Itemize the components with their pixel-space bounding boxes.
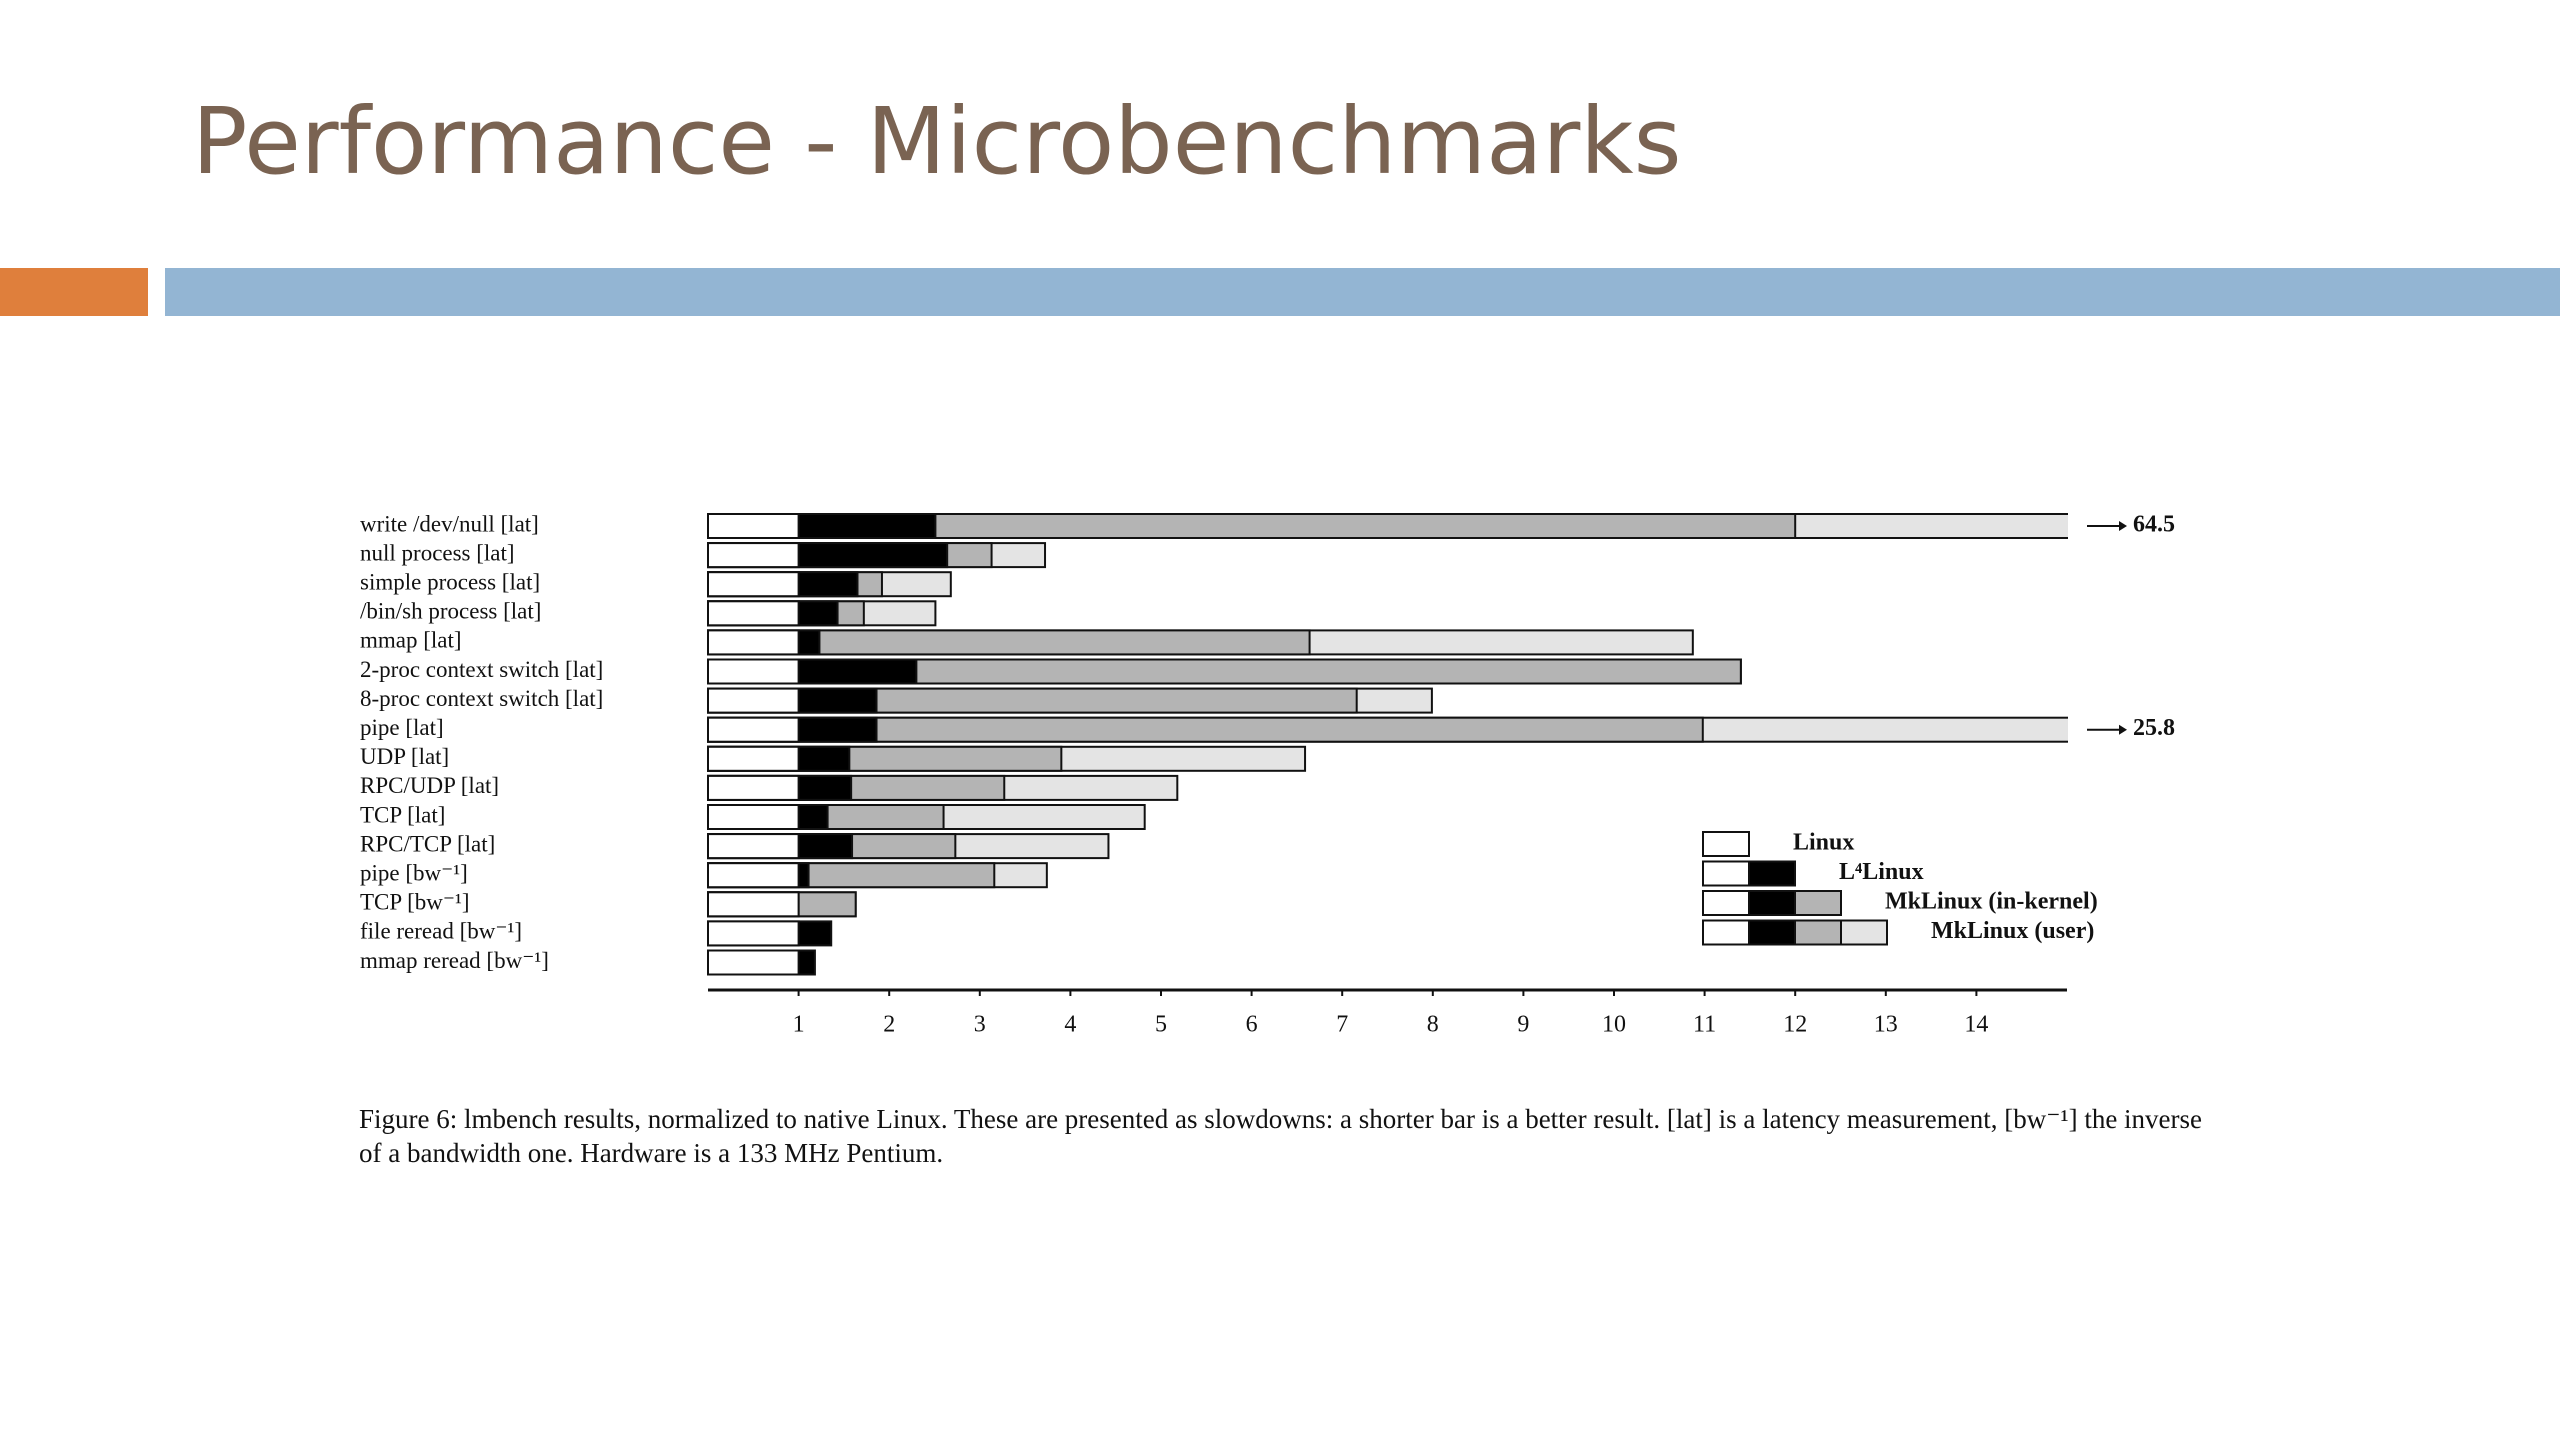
x-tick-label: 14 (1964, 1012, 1988, 1038)
bar (707, 687, 800, 714)
x-tick-label: 9 (1517, 1012, 1529, 1038)
x-tick-label: 6 (1246, 1012, 1258, 1038)
y-tick-label: 8-proc context switch [lat] (360, 686, 603, 711)
legend-swatch (1702, 831, 1750, 857)
bar (707, 629, 800, 656)
x-tick-label: 10 (1602, 1012, 1626, 1038)
y-tick-label: mmap reread [bw⁻¹] (360, 948, 549, 973)
bar (707, 833, 800, 860)
x-tick-label: 13 (1874, 1012, 1898, 1038)
legend-swatch (1794, 890, 1842, 916)
legend-swatch (1748, 860, 1796, 887)
x-tick-label: 1 (793, 1012, 805, 1038)
legend-label: MkLinux (in-kernel) (1885, 889, 2098, 915)
y-tick-label: 2-proc context switch [lat] (360, 657, 603, 682)
y-tick-label: /bin/sh process [lat] (360, 599, 541, 624)
legend-swatch (1748, 919, 1796, 946)
y-tick-label: UDP [lat] (360, 744, 449, 769)
legend-swatch (1702, 890, 1750, 916)
bar (707, 804, 800, 830)
y-tick-label: RPC/UDP [lat] (360, 773, 499, 798)
y-tick-label: mmap [lat] (360, 628, 462, 653)
y-tick-label: TCP [bw⁻¹] (360, 890, 470, 915)
y-tick-label: TCP [lat] (360, 802, 445, 827)
x-tick-label: 3 (974, 1012, 986, 1038)
bar (707, 949, 800, 976)
y-tick-label: simple process [lat] (360, 569, 540, 594)
y-tick-label: file reread [bw⁻¹] (360, 919, 522, 944)
slide-title: Performance - Microbenchmarks (192, 88, 1682, 195)
bar (707, 571, 800, 598)
overflow-arrowhead (2119, 724, 2127, 735)
plot-area (707, 513, 2068, 976)
x-tick-label: 8 (1427, 1012, 1439, 1038)
accent-bar (0, 268, 148, 316)
legend-label: L⁴Linux (1839, 859, 1924, 885)
x-tick-label: 11 (1693, 1012, 1716, 1038)
x-tick-label: 7 (1336, 1012, 1348, 1038)
bar (707, 542, 800, 569)
overflow-arrowhead (2119, 521, 2127, 531)
bar (707, 716, 800, 743)
bar (707, 891, 800, 918)
y-tick-label: pipe [bw⁻¹] (360, 860, 468, 885)
bar (707, 600, 800, 627)
legend-swatch (1702, 860, 1750, 887)
bar (707, 774, 800, 801)
caption: Figure 6: lmbench results, normalized to… (359, 1104, 2203, 1168)
legend-swatch (1840, 919, 1888, 946)
y-tick-label: write /dev/null [lat] (360, 511, 539, 536)
x-tick-label: 2 (883, 1012, 895, 1038)
y-tick-label: RPC/TCP [lat] (360, 831, 495, 856)
y-tick-label: null process [lat] (360, 540, 515, 565)
legend-label: MkLinux (user) (1931, 918, 2094, 944)
x-tick-label: 4 (1064, 1012, 1076, 1038)
bar (707, 513, 800, 539)
bar (707, 920, 800, 947)
header-bar (165, 268, 2560, 316)
legend-swatch (1702, 919, 1750, 946)
data-label: 64.5 (2133, 512, 2175, 538)
x-tick-label: 12 (1783, 1012, 1807, 1038)
legend-label: Linux (1793, 830, 1854, 856)
legend-swatch (1794, 919, 1842, 946)
y-tick-label: pipe [lat] (360, 715, 444, 740)
bar (707, 658, 800, 685)
data-label: 25.8 (2133, 715, 2175, 741)
legend-swatch (1748, 890, 1796, 916)
bar (707, 862, 800, 889)
bar (707, 745, 800, 772)
x-tick-label: 5 (1155, 1012, 1167, 1038)
